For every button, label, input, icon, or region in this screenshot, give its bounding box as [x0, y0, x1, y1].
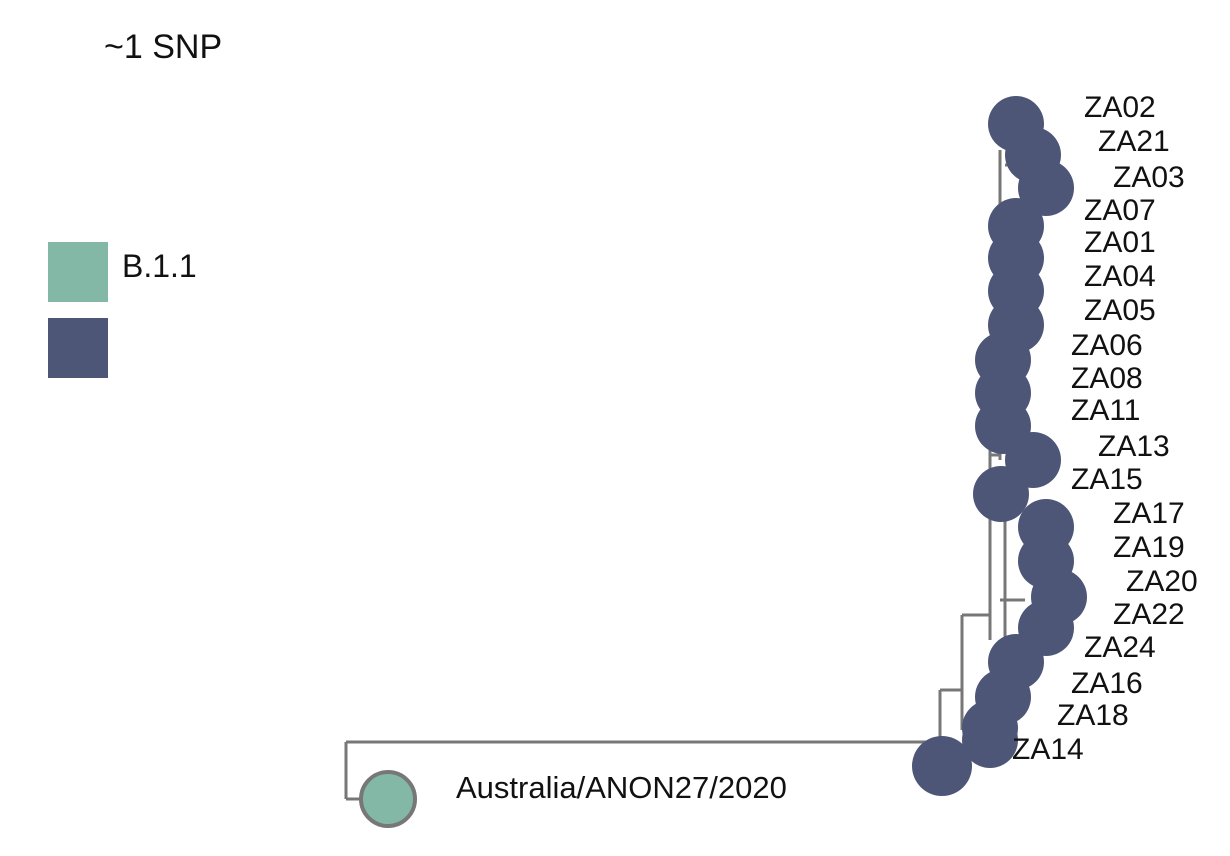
tip-label-za13: ZA13 — [1098, 430, 1170, 463]
legend-item-b11: B.1.1 — [48, 242, 197, 318]
tip-label-za02: ZA02 — [1084, 91, 1156, 124]
tip-label-za06: ZA06 — [1071, 329, 1143, 362]
legend-item-unlabeled — [48, 318, 197, 394]
tip-label-za22: ZA22 — [1113, 598, 1185, 631]
tip-label-za15: ZA15 — [1071, 463, 1143, 496]
tip-label-za05: ZA05 — [1084, 294, 1156, 327]
tip-label-za18: ZA18 — [1057, 699, 1129, 732]
tip-label-za21: ZA21 — [1098, 125, 1170, 158]
tip-label-za20: ZA20 — [1126, 565, 1198, 598]
tree-branches — [344, 150, 1025, 801]
tip-label-za04: ZA04 — [1084, 260, 1156, 293]
tip-label-za16: ZA16 — [1071, 667, 1143, 700]
outgroup-tip-node — [359, 770, 417, 828]
tip-label-za03: ZA03 — [1113, 161, 1185, 194]
tip-node-za14 — [962, 712, 1018, 768]
tip-label-za24: ZA24 — [1084, 631, 1156, 664]
tip-label-za11: ZA11 — [1071, 394, 1140, 427]
tip-label-za17: ZA17 — [1113, 497, 1185, 530]
tip-label-za01: ZA01 — [1084, 226, 1156, 259]
legend-swatch — [48, 318, 108, 378]
tip-label-za07: ZA07 — [1084, 194, 1156, 227]
tree-labels: Australia/ANON27/2020ZA02ZA21ZA03ZA07ZA0… — [456, 91, 1198, 805]
legend: B.1.1 — [48, 242, 197, 394]
legend-swatch — [48, 242, 108, 302]
tip-label-za14: ZA14 — [1012, 733, 1084, 766]
tip-label-za08: ZA08 — [1071, 362, 1143, 395]
scale-label: ~1 SNP — [104, 28, 223, 66]
tip-label-za19: ZA19 — [1113, 531, 1185, 564]
tip-node-za15 — [973, 466, 1029, 522]
root-node — [912, 736, 972, 796]
outgroup-tip-label: Australia/ANON27/2020 — [456, 770, 787, 805]
tree-nodes — [359, 96, 1087, 828]
legend-label: B.1.1 — [122, 248, 197, 284]
tip-node-za03 — [1018, 160, 1074, 216]
